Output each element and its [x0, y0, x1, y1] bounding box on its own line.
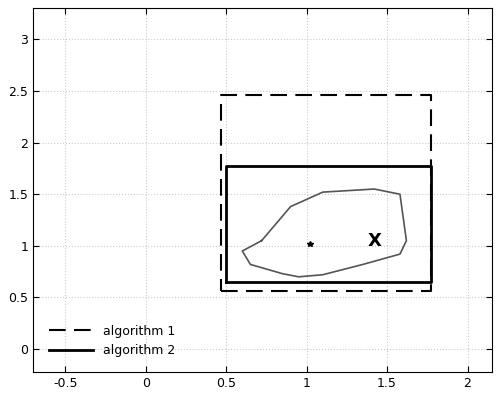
Legend: algorithm 1, algorithm 2: algorithm 1, algorithm 2 — [44, 320, 180, 362]
Text: X: X — [368, 232, 381, 250]
